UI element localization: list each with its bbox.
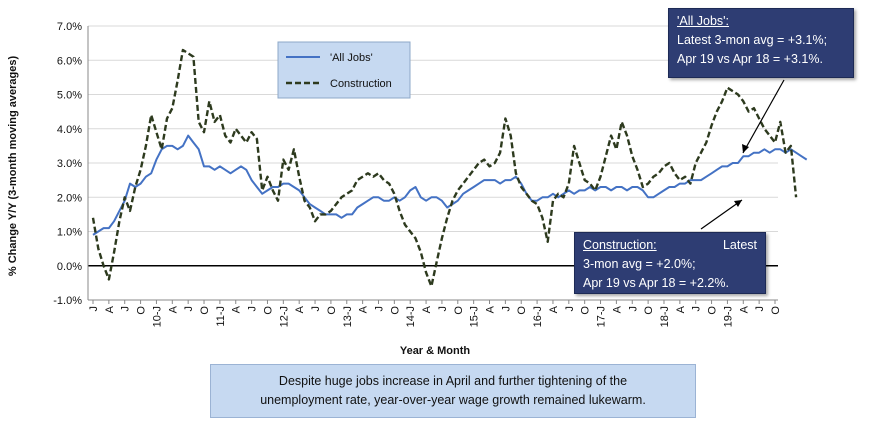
x-tick-label: O <box>389 306 401 315</box>
x-tick-label: J <box>564 306 576 312</box>
x-tick-label: O <box>770 306 782 315</box>
summary-note-line2: unemployment rate, year-over-year wage g… <box>260 393 646 407</box>
x-tick-label: 14-J <box>405 306 417 327</box>
x-tick-label: 10-J <box>151 306 163 327</box>
y-tick-label: 1.0% <box>57 227 82 239</box>
x-tick-label: O <box>136 306 148 315</box>
y-axis-title: % Change Y/Y (3-month moving averages) <box>7 56 19 277</box>
legend-box <box>277 41 411 99</box>
x-tick-label: J <box>627 306 639 312</box>
x-tick-label: A <box>675 305 687 313</box>
callout-construction-line1: 3-mon avg = +2.0%; <box>583 257 696 271</box>
x-tick-label: O <box>707 306 719 315</box>
callout-arrows <box>700 79 785 230</box>
x-tick-label: 13-J <box>342 306 354 327</box>
summary-note: Despite huge jobs increase in April and … <box>210 364 696 418</box>
x-tick-label: O <box>199 306 211 315</box>
callout-all-jobs-line1: Latest 3-mon avg = +3.1%; <box>677 33 828 47</box>
y-axis-ticks: -1.0% 0.0% 1.0% 2.0% 3.0% 4.0% 5.0% 6.0% 7.0% <box>53 21 82 307</box>
x-tick-label: A <box>485 305 497 313</box>
x-tick-label: A <box>738 305 750 313</box>
y-tick-label: 3.0% <box>57 158 82 170</box>
x-tick-label: J <box>183 306 195 312</box>
x-tick-label: J <box>500 306 512 312</box>
legend: 'All Jobs' Construction <box>277 41 411 99</box>
arrow-all-jobs <box>742 79 785 154</box>
callout-construction-line2: Apr 19 vs Apr 18 = +2.2%. <box>583 276 729 290</box>
x-tick-label: O <box>580 306 592 315</box>
x-axis-ticks: J A J O 10-J A J O 11-J A J O 12-J A J O 13-J A J O 14-J A J O 1… <box>88 300 782 327</box>
x-tick-label: A <box>231 305 243 313</box>
x-tick-label: A <box>421 305 433 313</box>
y-tick-label: 2.0% <box>57 192 82 204</box>
x-tick-label: J <box>120 306 132 312</box>
x-tick-label: J <box>754 306 766 312</box>
series-line-all-jobs <box>92 134 808 236</box>
x-tick-label: J <box>691 306 703 312</box>
x-axis-title: Year & Month <box>400 345 471 357</box>
arrowhead-all-jobs <box>742 144 749 153</box>
x-tick-label: A <box>167 305 179 313</box>
callout-all-jobs: 'All Jobs': Latest 3-mon avg = +3.1%; Ap… <box>668 8 854 78</box>
x-tick-label: O <box>262 306 274 315</box>
x-tick-label: J <box>373 306 385 312</box>
x-tick-label: J <box>437 306 449 312</box>
x-tick-label: 11-J <box>215 306 227 327</box>
summary-note-line1: Despite huge jobs increase in April and … <box>278 374 628 388</box>
x-tick-label: A <box>548 305 560 313</box>
x-tick-label: 12-J <box>278 306 290 327</box>
x-tick-label: 15-J <box>469 306 481 327</box>
x-tick-label: O <box>516 306 528 315</box>
x-tick-label: J <box>247 306 259 312</box>
y-tick-label: 4.0% <box>57 124 82 136</box>
y-tick-label: 7.0% <box>57 21 82 33</box>
x-tick-label: A <box>611 305 623 313</box>
callout-construction: Construction: Latest 3-mon avg = +2.0%; … <box>574 232 766 294</box>
x-tick-label: 18-J <box>659 306 671 327</box>
x-tick-label: 17-J <box>596 306 608 327</box>
y-tick-label: 5.0% <box>57 90 82 102</box>
x-tick-label: A <box>294 305 306 313</box>
callout-construction-heading: Construction: <box>583 238 657 252</box>
callout-all-jobs-line2: Apr 19 vs Apr 18 = +3.1%. <box>677 52 823 66</box>
x-tick-label: O <box>643 306 655 315</box>
y-tick-label: 6.0% <box>57 55 82 67</box>
x-tick-label: 19-J <box>722 306 734 327</box>
x-tick-label: O <box>326 306 338 315</box>
x-tick-label: O <box>453 306 465 315</box>
callout-all-jobs-heading: 'All Jobs': <box>677 14 730 28</box>
y-tick-label: -1.0% <box>53 295 82 307</box>
y-tick-label: 0.0% <box>57 261 82 273</box>
x-tick-label: 16-J <box>532 306 544 327</box>
arrow-construction <box>700 199 743 230</box>
x-tick-label: A <box>358 305 370 313</box>
arrowhead-construction <box>734 200 742 207</box>
x-tick-label: J <box>310 306 322 312</box>
series-line-construction <box>91 48 798 288</box>
x-tick-label: J <box>88 306 100 312</box>
callout-construction-latest: Latest <box>722 238 757 252</box>
x-tick-label: A <box>104 305 116 313</box>
legend-label-all-jobs: 'All Jobs' <box>330 52 373 64</box>
legend-label-construction: Construction <box>330 78 392 90</box>
